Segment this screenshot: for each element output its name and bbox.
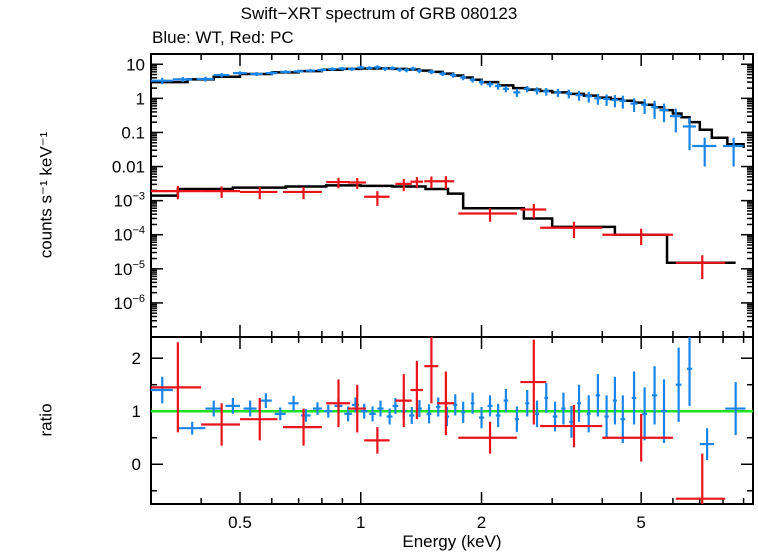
spectrum-y-tick-label: 0.1 <box>121 123 145 142</box>
x-tick-label: 2 <box>477 513 486 532</box>
ratio-frame <box>150 336 754 505</box>
ratio-y-tick-label: 0 <box>132 455 141 474</box>
spectrum-panel: 10 1 0.1 0.01 10−3 10−4 10−5 10−6 <box>112 53 754 338</box>
spectrum-y-tick-label: 10−3 <box>114 191 145 211</box>
ratio-panel: 0.5 1 2 5 0 1 2 <box>132 336 754 532</box>
y-axis-label-spectrum: counts s⁻¹ keV⁻¹ <box>35 131 55 259</box>
spectrum-y-tick-label: 0.01 <box>112 158 145 177</box>
x-tick-label: 0.5 <box>228 513 252 532</box>
spectrum-y-tick-label: 10 <box>126 55 145 74</box>
x-tick-label: 5 <box>636 513 645 532</box>
spectrum-frame <box>150 53 754 338</box>
model-line-pc <box>151 184 736 265</box>
chart-subtitle: Blue: WT, Red: PC <box>152 28 294 47</box>
ratio-y-tick-label: 1 <box>132 402 141 421</box>
spectrum-y-tick-label: 10−6 <box>114 293 145 313</box>
x-tick-label: 1 <box>356 513 365 532</box>
chart-title: Swift−XRT spectrum of GRB 080123 <box>240 4 518 23</box>
spectrum-y-tick-label: 10−5 <box>114 259 145 279</box>
ratio-plot-area <box>151 337 753 504</box>
ratio-y-tick-label: 2 <box>132 349 141 368</box>
spectrum-y-tick-label: 10−4 <box>114 225 145 245</box>
y-axis-label-ratio: ratio <box>36 403 56 437</box>
spectrum-y-tick-label: 1 <box>136 89 145 108</box>
spectrum-plot-area <box>151 65 745 280</box>
x-axis-label: Energy (keV) <box>402 532 502 551</box>
